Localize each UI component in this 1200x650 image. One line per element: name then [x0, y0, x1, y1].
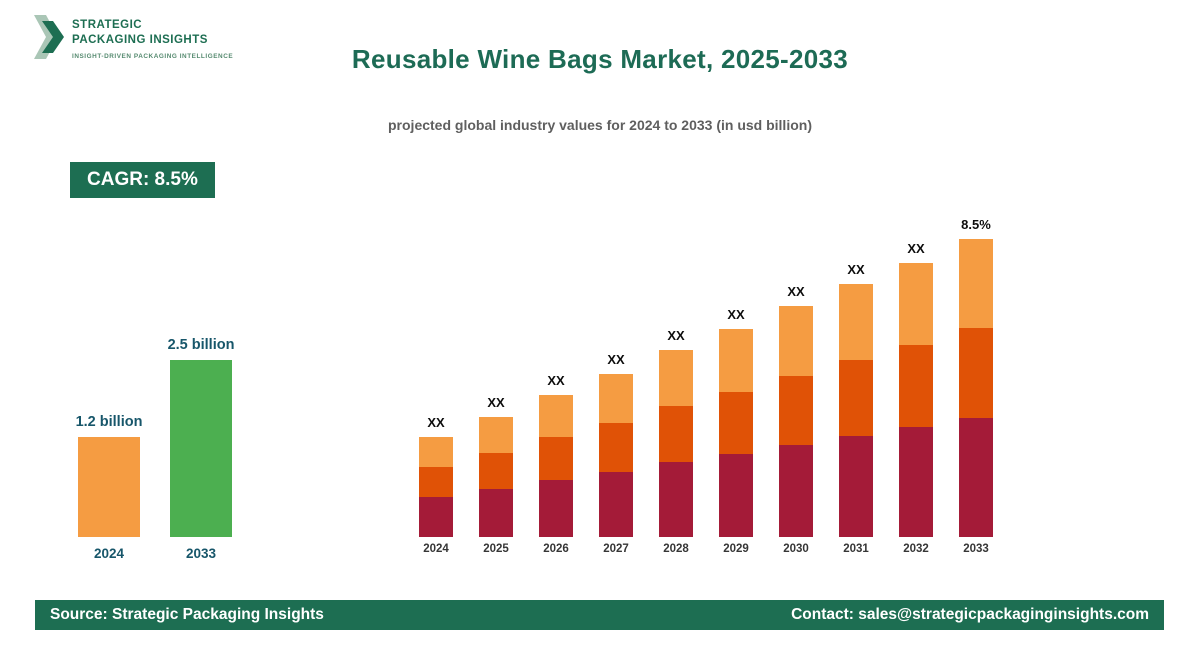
stacked-bar-group: XX 2026 [539, 373, 573, 561]
light-orange-bar-segment [419, 437, 453, 467]
bar-value-label: XX [427, 415, 445, 430]
mini-x-axis-label: 2024 [93, 546, 125, 561]
dark-red-bar-segment [839, 436, 873, 537]
footer-contact: Contact: sales@strategicpackaginginsight… [791, 606, 1149, 623]
bar-value-label: 8.5% [961, 217, 991, 232]
logo-line2: PACKAGING INSIGHTS [72, 33, 208, 46]
x-axis-label: 2029 [723, 543, 749, 555]
light-orange-bar-segment [839, 284, 873, 360]
dark-red-bar-segment [899, 427, 933, 537]
x-axis-label: 2030 [783, 543, 809, 555]
bar-value-label: XX [727, 307, 745, 322]
stacked-bar-group: XX 2024 [419, 415, 453, 561]
stacked-bar-group: XX 2027 [599, 352, 633, 561]
logo-chevron-icon [34, 13, 64, 66]
dark-orange-bar-segment [659, 406, 693, 462]
footer-source: Source: Strategic Packaging Insights [50, 606, 324, 623]
mini-bar-group: 1.2 billion 2024 [75, 317, 143, 563]
dark-orange-bar-segment [899, 345, 933, 427]
light-orange-bar-segment [719, 329, 753, 392]
mini-bar-value-label: 2.5 billion [167, 337, 235, 353]
stacked-bar-group: XX 2029 [719, 307, 753, 561]
stacked-bar-chart: XX 2024 XX 2025 XX 2026 XX 2027 XX 2028 XX 2029 XX 20… [419, 201, 993, 561]
dark-orange-bar-segment [419, 467, 453, 497]
footer-bar: Source: Strategic Packaging Insights Con… [35, 600, 1164, 630]
logo-line1: STRATEGIC [72, 19, 143, 31]
x-axis-label: 2027 [603, 543, 629, 555]
logo: STRATEGIC PACKAGING INSIGHTS INSIGHT-DRI… [34, 13, 233, 66]
mini-chart: 1.2 billion 2024 2.5 billion 2033 [75, 317, 235, 563]
dark-orange-bar-segment [719, 392, 753, 454]
dark-red-bar-segment [419, 497, 453, 537]
logo-tagline: INSIGHT-DRIVEN PACKAGING INTELLIGENCE [72, 52, 234, 60]
dark-red-bar-segment [719, 454, 753, 537]
x-axis-label: 2024 [423, 543, 449, 555]
stacked-bar-group: XX 2032 [899, 241, 933, 561]
dark-orange-bar-segment [839, 360, 873, 436]
bar-value-label: XX [487, 395, 505, 410]
logo-text: STRATEGIC PACKAGING INSIGHTS INSIGHT-DRI… [72, 13, 233, 60]
x-axis-label: 2025 [483, 543, 509, 555]
stacked-bar-group: 8.5% 2033 [959, 217, 993, 561]
dark-red-bar-segment [479, 489, 513, 537]
dark-orange-bar-segment [539, 437, 573, 480]
bar-value-label: XX [547, 373, 565, 388]
light-orange-bar-segment [539, 395, 573, 437]
x-axis-label: 2032 [903, 543, 929, 555]
page-title: Reusable Wine Bags Market, 2025-2033 [351, 44, 849, 74]
stacked-bar-group: XX 2025 [479, 395, 513, 561]
light-orange-bar-segment [599, 374, 633, 423]
page-subtitle: projected global industry values for 202… [388, 117, 812, 133]
light-orange-bar-segment [779, 306, 813, 376]
dark-red-bar-segment [539, 480, 573, 537]
mini-bar [170, 360, 232, 537]
cagr-badge: CAGR: 8.5% [70, 162, 215, 198]
mini-bar-value-label: 1.2 billion [75, 414, 143, 430]
bar-value-label: XX [607, 352, 625, 367]
x-axis-label: 2028 [663, 543, 689, 555]
dark-orange-bar-segment [959, 328, 993, 418]
light-orange-bar-segment [659, 350, 693, 406]
dark-red-bar-segment [659, 462, 693, 537]
stacked-bar-group: XX 2031 [839, 262, 873, 561]
stacked-bar-group: XX 2028 [659, 328, 693, 561]
bar-value-label: XX [667, 328, 685, 343]
light-orange-bar-segment [479, 417, 513, 453]
mini-bar [78, 437, 140, 537]
x-axis-label: 2026 [543, 543, 569, 555]
dark-red-bar-segment [959, 418, 993, 537]
mini-x-axis-label: 2033 [185, 546, 217, 561]
dark-orange-bar-segment [779, 376, 813, 445]
stacked-bar-group: XX 2030 [779, 284, 813, 561]
bar-value-label: XX [787, 284, 805, 299]
dark-red-bar-segment [599, 472, 633, 537]
light-orange-bar-segment [959, 239, 993, 328]
x-axis-label: 2033 [963, 543, 989, 555]
dark-orange-bar-segment [599, 423, 633, 472]
bar-value-label: XX [847, 262, 865, 277]
mini-bar-group: 2.5 billion 2033 [167, 317, 235, 563]
x-axis-label: 2031 [843, 543, 869, 555]
bar-value-label: XX [907, 241, 925, 256]
light-orange-bar-segment [899, 263, 933, 345]
dark-orange-bar-segment [479, 453, 513, 489]
dark-red-bar-segment [779, 445, 813, 537]
